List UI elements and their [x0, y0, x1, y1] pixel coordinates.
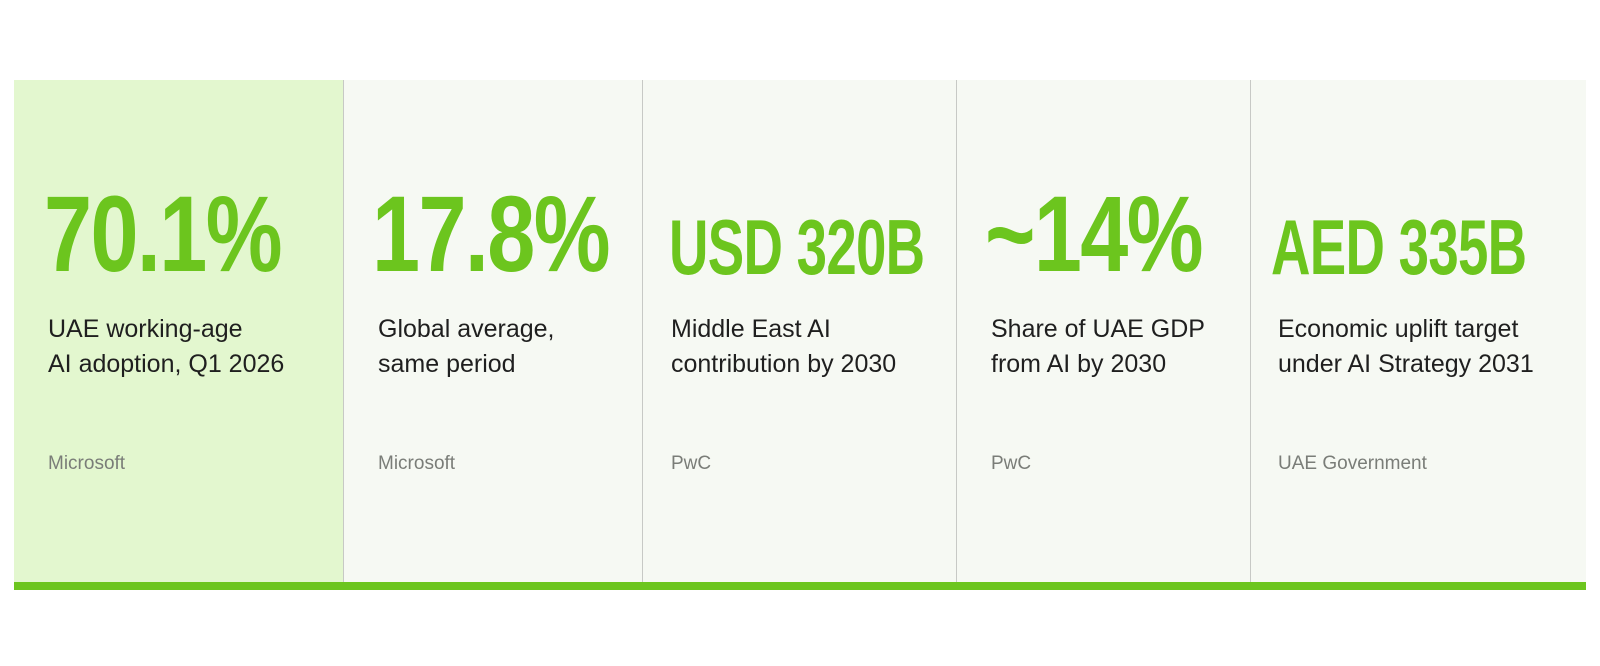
stat-label: Economic uplift target under AI Strategy… — [1278, 315, 1534, 378]
stat-value: AED 335B — [1271, 203, 1527, 291]
stat-value: USD 320B — [669, 203, 925, 291]
stat-source: Microsoft — [48, 453, 126, 474]
stat-label: Global average, same period — [378, 315, 555, 378]
stat-card-global-average: 17.8% Global average, same period Micros… — [344, 80, 643, 590]
stat-value: 70.1% — [44, 173, 283, 294]
accent-bar — [14, 582, 1586, 590]
stat-source: Microsoft — [378, 453, 456, 474]
stat-label: UAE working-age AI adoption, Q1 2026 — [48, 315, 285, 378]
stat-source: UAE Government — [1278, 453, 1427, 474]
stat-label: Middle East AI contribution by 2030 — [671, 315, 897, 378]
stat-label: Share of UAE GDP from AI by 2030 — [991, 315, 1205, 378]
stat-card-uae-adoption: 70.1% UAE working-age AI adoption, Q1 20… — [14, 80, 344, 590]
stat-card-uae-gdp-share: ~14% Share of UAE GDP from AI by 2030 Pw… — [957, 80, 1251, 590]
stat-source: PwC — [991, 453, 1032, 474]
stat-card-middle-east-contribution: USD 320B Middle East AI contribution by … — [643, 80, 957, 590]
stat-value: 17.8% — [372, 173, 611, 294]
stat-source: PwC — [671, 453, 712, 474]
stats-panel-strip: 70.1% UAE working-age AI adoption, Q1 20… — [14, 80, 1586, 590]
stat-card-economic-uplift: AED 335B Economic uplift target under AI… — [1251, 80, 1586, 590]
stat-value: ~14% — [985, 173, 1204, 294]
